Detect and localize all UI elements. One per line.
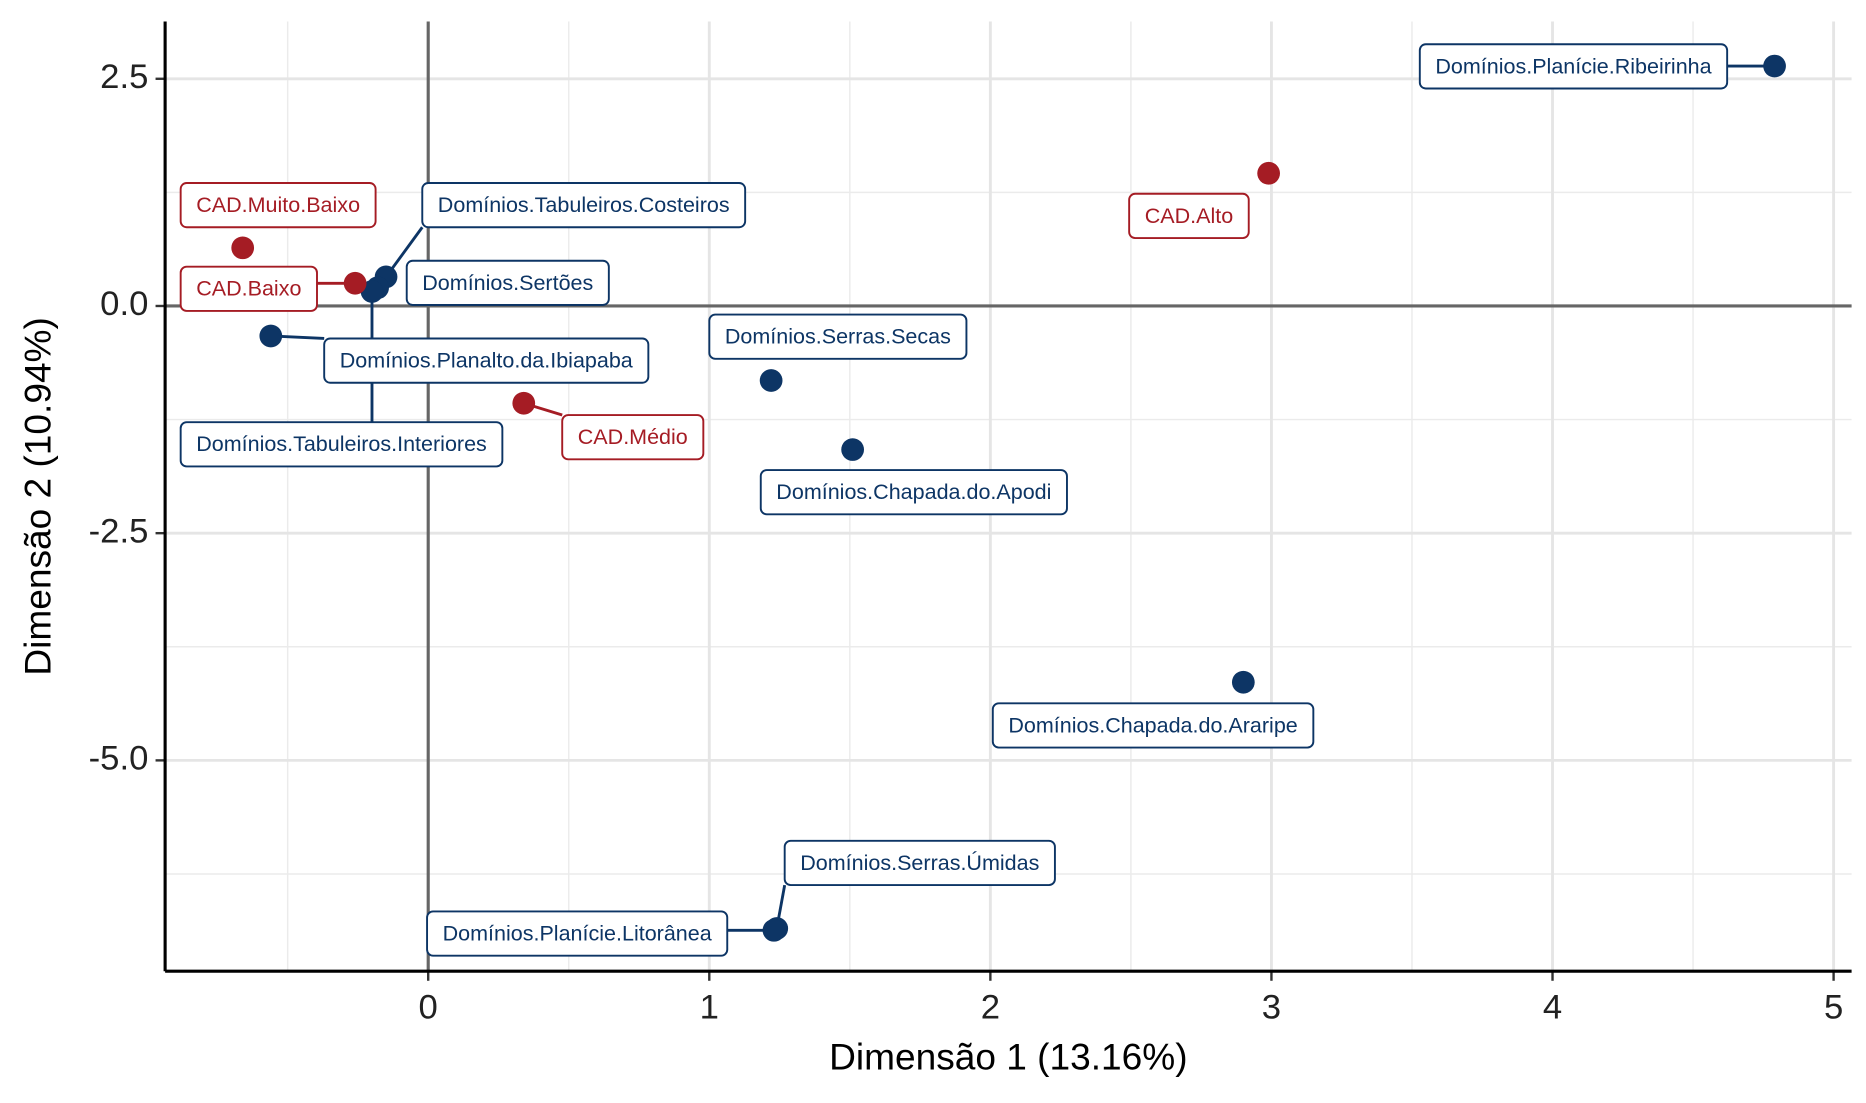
point-label-text: CAD.Muito.Baixo [196, 193, 360, 217]
point-label-text: Domínios.Sertões [422, 271, 593, 295]
point [231, 236, 255, 260]
point [259, 324, 283, 348]
y-tick-label: 2.5 [100, 58, 148, 96]
x-tick-label: 4 [1543, 989, 1562, 1027]
point [343, 271, 367, 295]
point-label-text: Domínios.Serras.Secas [725, 325, 951, 349]
points [231, 54, 1786, 942]
point-label-text: CAD.Alto [1145, 204, 1234, 228]
point [841, 438, 864, 461]
point [1231, 670, 1255, 694]
label-box [1128, 192, 1250, 239]
point-label: Domínios.Planície.Litorânea [426, 910, 729, 957]
point [762, 918, 786, 942]
label-box [405, 259, 610, 306]
y-axis-title: Dimensão 2 (10.94%) [17, 317, 59, 675]
x-tick-label: 3 [1262, 989, 1281, 1027]
point [1257, 161, 1280, 185]
point-label: CAD.Muito.Baixo [179, 182, 377, 229]
x-tick-label: 1 [700, 989, 719, 1027]
label-box [561, 414, 705, 461]
point-label-text: Domínios.Tabuleiros.Interiores [196, 432, 487, 456]
x-axis-title: Dimensão 1 (13.16%) [829, 1036, 1187, 1078]
point-label: CAD.Médio [561, 414, 705, 461]
y-tick-label: -2.5 [89, 512, 149, 550]
label-box [179, 421, 504, 468]
point-label: CAD.Baixo [179, 265, 318, 312]
point [1763, 54, 1786, 78]
label-box [759, 469, 1068, 516]
point-label-text: Domínios.Chapada.do.Apodi [776, 480, 1051, 504]
point-label: Domínios.Tabuleiros.Interiores [179, 421, 504, 468]
label-box [179, 182, 377, 229]
label-box [708, 313, 968, 360]
point-label-text: Domínios.Tabuleiros.Costeiros [438, 193, 730, 217]
label-box [991, 702, 1315, 749]
point-label-text: Domínios.Planalto.da.Ibiapaba [340, 349, 633, 373]
point-label: Domínios.Tabuleiros.Costeiros [421, 182, 747, 229]
point-label: Domínios.Serras.Secas [708, 313, 968, 360]
point [360, 280, 384, 303]
label-box [179, 265, 318, 312]
y-tick-label: -5.0 [89, 740, 149, 778]
point-label: Domínios.Serras.Úmidas [783, 839, 1056, 887]
point [759, 369, 783, 392]
labels: Domínios.Planície.Ribeirinha Domínios.Tab… [179, 43, 1729, 957]
label-box [783, 839, 1056, 887]
x-tick-label: 0 [419, 989, 438, 1027]
point-label-text: Domínios.Planície.Ribeirinha [1435, 54, 1711, 78]
y-tick-label: 0.0 [100, 285, 148, 323]
x-tick-label: 5 [1824, 989, 1843, 1027]
label-box [323, 337, 650, 384]
label-box [426, 910, 729, 957]
point-label-text: Domínios.Planície.Litorânea [443, 921, 712, 945]
point-label: Domínios.Chapada.do.Araripe [991, 702, 1315, 749]
point-label: Domínios.Chapada.do.Apodi [759, 469, 1068, 516]
x-tick-label: 2 [981, 989, 1000, 1027]
point-label: CAD.Alto [1128, 192, 1250, 239]
point-label-text: CAD.Médio [578, 425, 688, 449]
point-label-text: Domínios.Serras.Úmidas [800, 850, 1039, 875]
label-box [1418, 43, 1729, 90]
point-label: Domínios.Sertões [405, 259, 610, 306]
point-label-text: CAD.Baixo [196, 277, 301, 301]
point-label: Domínios.Planície.Ribeirinha [1418, 43, 1729, 90]
point-label: Domínios.Planalto.da.Ibiapaba [323, 337, 650, 384]
point [512, 391, 536, 415]
point-label-text: Domínios.Chapada.do.Araripe [1008, 713, 1297, 737]
label-box [421, 182, 747, 229]
